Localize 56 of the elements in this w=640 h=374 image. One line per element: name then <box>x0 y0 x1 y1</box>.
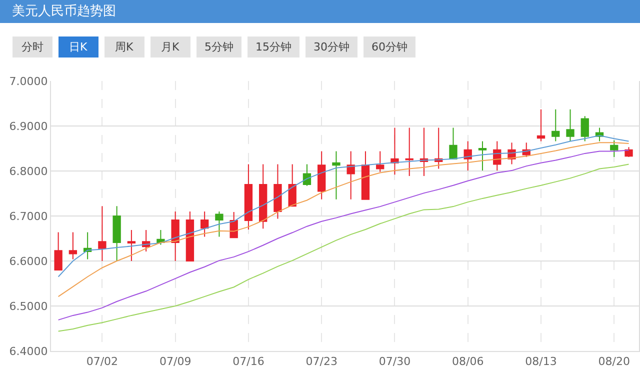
candlestick <box>171 211 180 262</box>
text: 分时 <box>22 40 44 54</box>
candlestick <box>259 164 268 230</box>
candlestick <box>318 150 326 200</box>
candlestick <box>98 206 106 262</box>
candlestick <box>186 211 194 262</box>
candlestick <box>390 127 399 176</box>
text: 5分钟 <box>204 40 234 54</box>
candlestick <box>244 164 253 230</box>
line-series <box>58 142 630 298</box>
candlestick <box>449 127 458 160</box>
candlestick <box>112 206 121 262</box>
candlestick <box>288 164 296 207</box>
candlestick <box>215 211 224 238</box>
x-tick-label: 07/09 <box>159 355 192 368</box>
text: 15分钟 <box>256 40 292 54</box>
candlestick <box>536 108 546 142</box>
y-tick-label: 6.5000 <box>9 300 48 313</box>
candlestick <box>624 146 633 158</box>
chart-title: 美元人民币趋势图 <box>12 3 116 19</box>
y-tick-label: 6.4000 <box>9 344 48 358</box>
text: 周K <box>115 40 134 54</box>
y-tick-label: 6.9000 <box>9 120 48 133</box>
candlestick <box>478 140 487 172</box>
x-tick-label: 07/23 <box>306 355 338 368</box>
candlestick <box>464 140 472 172</box>
x-tick-label: 08/06 <box>452 355 484 368</box>
x-tick-label: 07/02 <box>86 355 118 368</box>
candlestick <box>346 150 355 200</box>
candlestick <box>376 150 384 172</box>
candlestick <box>274 164 282 220</box>
text: 60分钟 <box>372 40 408 54</box>
candlestick <box>200 211 209 238</box>
x-tick-label: 08/13 <box>525 355 557 368</box>
candlestick <box>127 229 136 262</box>
text: 日K <box>69 40 88 54</box>
candlestick <box>580 116 589 142</box>
candlestick <box>566 108 574 142</box>
y-tick-label: 6.6000 <box>9 254 48 268</box>
candlestick <box>54 232 62 270</box>
candlestick <box>361 150 370 200</box>
text: 30分钟 <box>314 40 350 54</box>
candlestick <box>68 232 78 260</box>
x-tick-label: 07/30 <box>378 355 411 368</box>
candlestick <box>332 150 340 200</box>
candlestick <box>552 108 560 142</box>
line-series <box>58 134 630 278</box>
candlestick <box>302 164 312 186</box>
candlestick <box>610 140 618 158</box>
y-tick-label: 6.8000 <box>9 164 48 178</box>
text: 月K <box>161 40 180 54</box>
x-tick-label: 08/20 <box>598 355 630 368</box>
y-tick-label: 7.0000 <box>9 74 48 88</box>
x-tick-label: 07/16 <box>232 355 264 368</box>
candlestick <box>405 127 414 176</box>
y-tick-label: 6.7000 <box>9 210 48 223</box>
